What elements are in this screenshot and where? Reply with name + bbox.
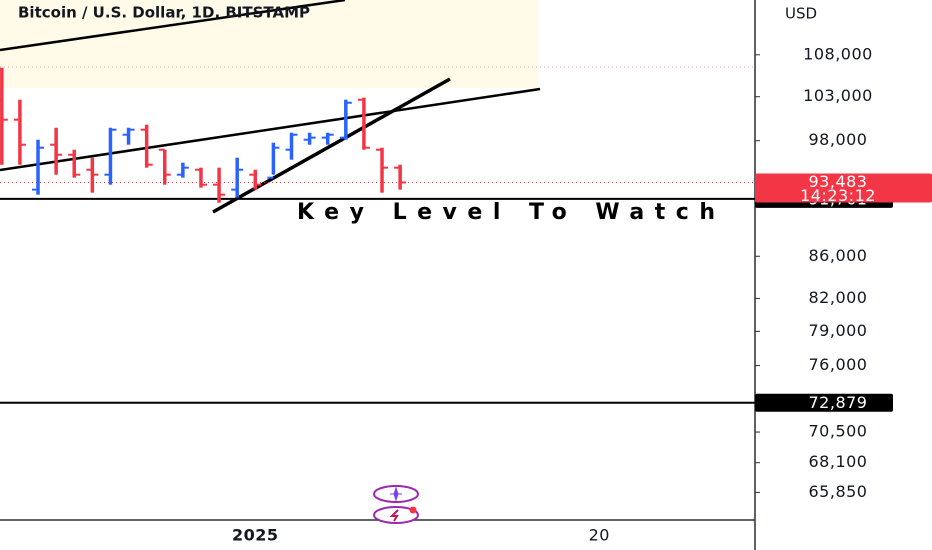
last-price-label: 93,483: [809, 172, 868, 191]
trendline: [0, 0, 346, 52]
ohlc-bar: [267, 142, 280, 179]
ohlc-bar: [104, 127, 117, 185]
sparkle: [390, 486, 402, 502]
y-tick-label: 86,000: [809, 246, 868, 265]
ohlc-bar: [376, 147, 389, 193]
bolt: [389, 509, 399, 522]
ohlc-bar: [86, 157, 99, 193]
y-tick-label: 76,000: [809, 355, 868, 374]
y-tick-label: 68,100: [809, 452, 868, 471]
toolbar-icons: [373, 485, 419, 524]
ohlc-bar: [158, 148, 171, 185]
badge: [409, 506, 417, 514]
ohlc-bar: [249, 169, 262, 190]
x-tick-label: 2025: [232, 526, 279, 545]
ohlc-bar: [303, 132, 316, 145]
y-tick-label: 82,000: [809, 288, 868, 307]
ohlc-bar: [140, 124, 153, 168]
ohlc-bar: [122, 127, 135, 145]
ohlc-bar: [339, 99, 352, 140]
y-tick-label: 70,500: [809, 422, 868, 441]
last-price-box: [755, 173, 932, 203]
y-tick-label: 103,000: [803, 86, 873, 105]
ohlc-bar: [13, 99, 26, 165]
ohlc-bar: [32, 139, 45, 195]
ohlc-bar: [321, 132, 334, 145]
ohlc-bar: [231, 157, 244, 198]
trendline: [0, 87, 541, 172]
ohlc-bar: [285, 132, 298, 160]
y-tick-label: 79,000: [809, 321, 868, 340]
trendline: [212, 77, 451, 214]
chart-title: Bitcoin / U.S. Dollar, 1D, BITSTAMP: [18, 4, 310, 22]
ohlc-bar: [213, 167, 226, 203]
price-label-box: [755, 393, 893, 412]
y-tick-label: 98,000: [809, 130, 868, 149]
y-tick-label: 108,000: [803, 44, 873, 63]
ohlc-bar: [394, 164, 407, 190]
price-label: 72,879: [809, 393, 868, 412]
ohlc-bar: [50, 127, 63, 175]
currency[interactable]: USD: [785, 5, 817, 23]
ohlc-bar: [194, 167, 207, 188]
ohlc-bar: [357, 97, 370, 150]
countdown: 14:23:12: [800, 186, 876, 205]
ohlc-bar: [0, 67, 8, 165]
channel-zone: [0, 0, 538, 88]
ohlc-bar: [68, 149, 81, 178]
ohlc-bar: [176, 162, 189, 178]
y-tick-label: 65,850: [809, 482, 868, 501]
x-tick-label: 20: [589, 526, 610, 545]
